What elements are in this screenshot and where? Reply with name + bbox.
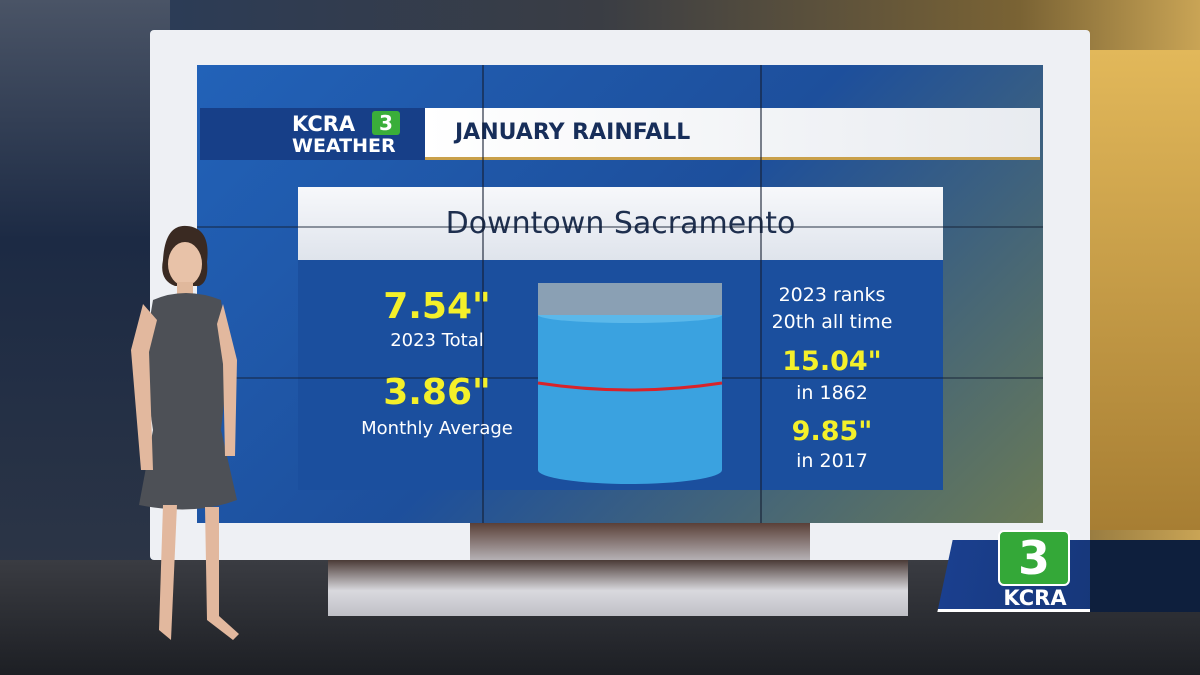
cylinder-body <box>538 315 722 484</box>
record-label: in 1862 <box>796 382 868 404</box>
face <box>168 242 202 286</box>
seam <box>760 65 762 523</box>
right-wall <box>1090 50 1200 530</box>
bug-name: KCRA <box>1003 586 1067 610</box>
leg <box>159 505 177 640</box>
arm <box>217 304 237 456</box>
arm <box>131 304 157 470</box>
rank-line: 2023 ranks <box>778 284 886 306</box>
logo-subtitle: WEATHER <box>292 135 396 157</box>
logo-name: KCRA <box>292 112 356 136</box>
presenter <box>131 225 239 640</box>
rank-line: 20th all time <box>771 311 893 333</box>
platform <box>328 560 908 616</box>
header-title: JANUARY RAINFALL <box>455 120 691 145</box>
stat-label: 2023 Total <box>390 330 484 351</box>
dress <box>139 293 237 510</box>
panel-title: Downtown Sacramento <box>298 187 943 260</box>
logo-box: KCRA 3 WEATHER <box>200 108 425 160</box>
neck <box>177 282 193 296</box>
record-label: in 2017 <box>796 450 868 472</box>
leg <box>205 507 239 640</box>
seam <box>482 65 484 523</box>
rain-cylinder <box>537 283 723 484</box>
record-value: 9.85" <box>791 416 873 447</box>
stat-label: Monthly Average <box>361 418 513 439</box>
bug-number: 3 <box>998 530 1070 586</box>
cylinder-surface <box>538 315 722 323</box>
stat-value: 3.86" <box>383 372 491 413</box>
logo-number: 3 <box>372 111 400 135</box>
seam <box>197 226 1043 228</box>
header-bar: JANUARY RAINFALL <box>425 108 1040 160</box>
bug-tail <box>1090 540 1200 612</box>
stat-value: 7.54" <box>383 286 491 327</box>
record-value: 15.04" <box>782 346 882 377</box>
average-line <box>537 381 723 392</box>
